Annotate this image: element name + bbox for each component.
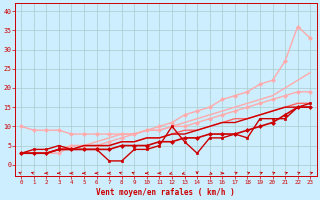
X-axis label: Vent moyen/en rafales ( km/h ): Vent moyen/en rafales ( km/h ) bbox=[96, 188, 235, 197]
